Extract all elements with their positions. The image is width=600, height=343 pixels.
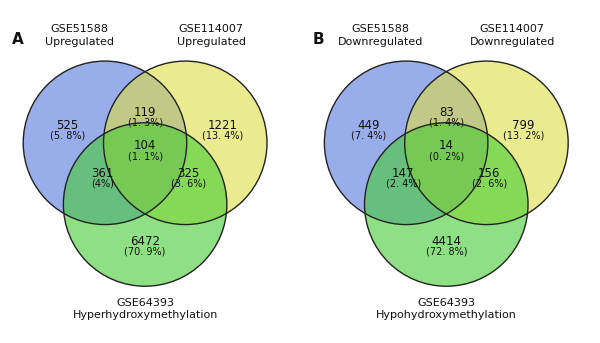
Text: GSE64393
Hyperhydroxymethylation: GSE64393 Hyperhydroxymethylation (73, 298, 218, 320)
Text: GSE114007
Upregulated: GSE114007 Upregulated (176, 24, 245, 47)
Text: A: A (12, 32, 23, 47)
Text: 449: 449 (358, 119, 380, 131)
Text: 4414: 4414 (431, 235, 461, 248)
Text: GSE64393
Hypohydroxymethylation: GSE64393 Hypohydroxymethylation (376, 298, 517, 320)
Text: GSE51588
Downregulated: GSE51588 Downregulated (338, 24, 423, 47)
Text: 6472: 6472 (130, 235, 160, 248)
Text: (3. 6%): (3. 6%) (170, 179, 206, 189)
Text: (1. 4%): (1. 4%) (429, 118, 464, 128)
Circle shape (104, 61, 267, 225)
Text: 104: 104 (134, 139, 156, 152)
Text: GSE114007
Downregulated: GSE114007 Downregulated (470, 24, 555, 47)
Text: B: B (313, 32, 325, 47)
Text: 799: 799 (512, 119, 535, 131)
Circle shape (23, 61, 187, 225)
Text: 1221: 1221 (208, 119, 238, 131)
Text: (4%): (4%) (91, 179, 113, 189)
Text: (2. 4%): (2. 4%) (386, 179, 421, 189)
Text: (5. 8%): (5. 8%) (50, 131, 85, 141)
Circle shape (365, 123, 528, 286)
Text: (72. 8%): (72. 8%) (425, 247, 467, 257)
Text: 156: 156 (478, 167, 500, 180)
Text: 14: 14 (439, 139, 454, 152)
Text: 361: 361 (91, 167, 113, 180)
Text: (13. 4%): (13. 4%) (202, 131, 243, 141)
Text: 325: 325 (177, 167, 199, 180)
Text: (2. 6%): (2. 6%) (472, 179, 507, 189)
Circle shape (64, 123, 227, 286)
Text: (7. 4%): (7. 4%) (351, 131, 386, 141)
Text: (1. 1%): (1. 1%) (128, 151, 163, 161)
Text: GSE51588
Upregulated: GSE51588 Upregulated (44, 24, 113, 47)
Text: 119: 119 (134, 106, 157, 119)
Circle shape (404, 61, 568, 225)
Text: (13. 2%): (13. 2%) (503, 131, 544, 141)
Text: 83: 83 (439, 106, 454, 119)
Circle shape (325, 61, 488, 225)
Text: 525: 525 (56, 119, 79, 131)
Text: (1. 3%): (1. 3%) (128, 118, 163, 128)
Text: (70. 9%): (70. 9%) (124, 247, 166, 257)
Text: 147: 147 (392, 167, 415, 180)
Text: (0. 2%): (0. 2%) (428, 151, 464, 161)
